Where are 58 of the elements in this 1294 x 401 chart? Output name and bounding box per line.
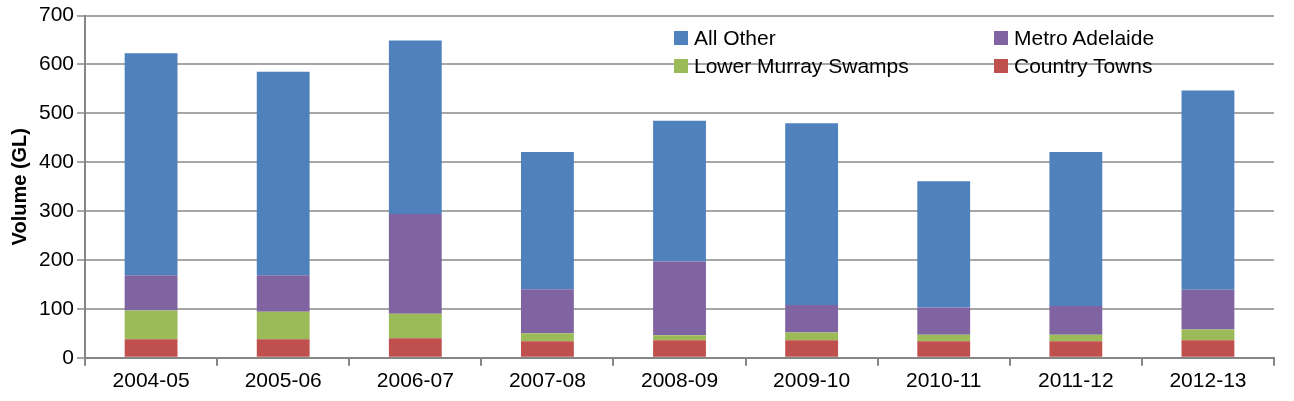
bar [917,307,971,335]
bar [1181,329,1235,341]
bar [1181,90,1235,290]
legend-label: Country Towns [1014,53,1153,78]
bar [785,305,839,333]
bar [1049,305,1103,335]
legend-label: Lower Murray Swamps [694,53,909,78]
legend-label: All Other [694,25,776,50]
y-tick-label: 700 [38,2,75,26]
bar [785,340,839,357]
bar [785,332,839,341]
bar [1181,289,1235,330]
x-tick-label: 2009-10 [773,368,851,392]
bar [256,71,310,276]
y-tick-label: 300 [38,197,75,221]
x-tick-label: 2006-07 [376,368,454,392]
bar [124,310,178,340]
y-tick-label: 200 [38,246,75,270]
bar [1049,151,1103,306]
bar [520,151,574,290]
bar [520,341,574,357]
bar [520,289,574,334]
bar [785,123,839,305]
x-tick-label: 2008-09 [640,368,719,392]
bar [256,275,310,312]
bar [256,339,310,357]
bar [917,341,971,357]
bar [653,120,706,262]
bar [653,261,706,336]
bar [917,334,971,342]
x-tick-label: 2012-13 [1169,368,1247,392]
bar [124,275,178,311]
x-tick-label: 2010-11 [905,368,982,392]
bar [124,339,178,357]
bar [124,53,178,276]
y-axis-title: Volume (GL) [7,128,30,246]
bar [520,333,574,342]
bar [1181,340,1235,357]
x-tick-label: 2004-05 [112,368,190,392]
y-tick-label: 0 [62,344,75,368]
bar [1049,341,1103,357]
bar [256,311,310,340]
y-tick-label: 400 [38,149,75,173]
x-tick-label: 2011-12 [1038,368,1114,392]
bar [388,214,442,314]
x-tick-label: 2005-06 [244,368,322,392]
bar [653,340,706,357]
bar [653,335,706,341]
bar [1049,334,1103,342]
y-tick-label: 600 [38,51,75,75]
y-tick-label: 500 [38,100,75,124]
legend-label: Metro Adelaide [1014,25,1155,50]
x-tick-label: 2007-08 [508,368,586,392]
bar [388,313,442,339]
y-tick-label: 100 [38,295,75,319]
bar [917,181,971,308]
bar [388,40,442,215]
bar [388,338,442,357]
